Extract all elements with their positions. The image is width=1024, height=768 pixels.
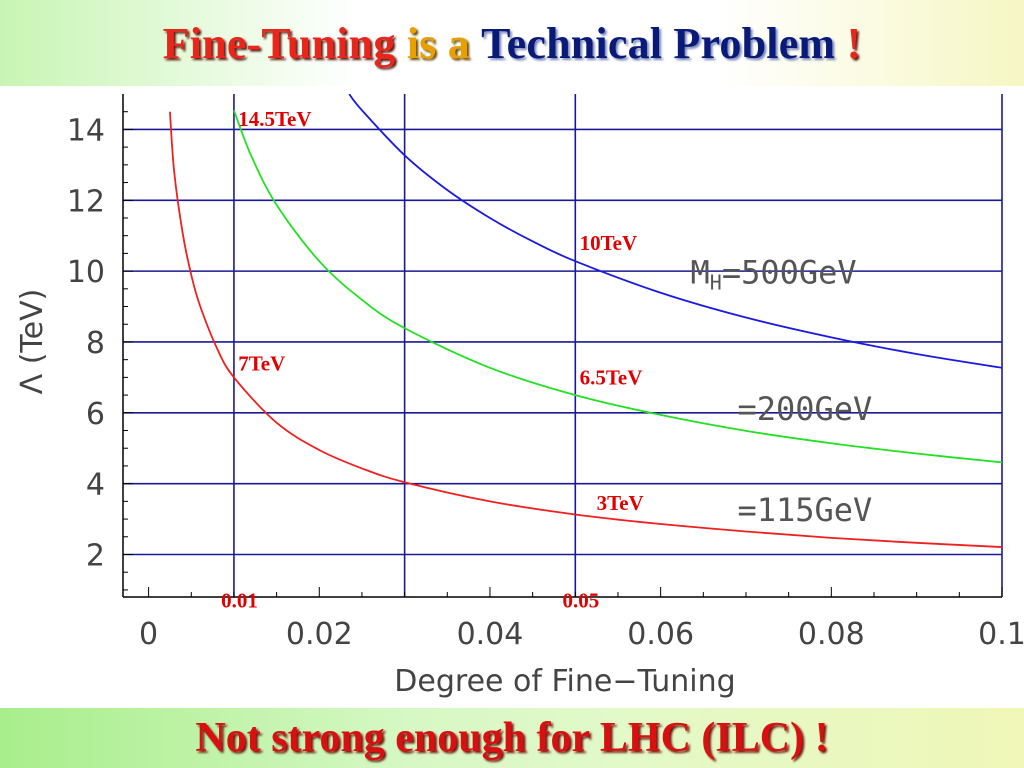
fine-tuning-chart: 2 4 6 8 10 12 14 0 0.02 0.04 0.06 0.08 0.1 Degree of …: [15, 94, 1024, 699]
chart-panel: 2 4 6 8 10 12 14 0 0.02 0.04 0.06 0.08 0.1 Degree of …: [0, 86, 1024, 708]
footer-text: Not strong enough for LHC (ILC) !: [195, 715, 829, 761]
x-tick-label: 0: [139, 617, 158, 652]
annotation-label: 0.01: [221, 589, 258, 613]
title-part-technical-problem: Technical Problem: [481, 18, 836, 68]
slide-title: Fine-Tuning is a Technical Problem !: [0, 0, 1024, 86]
series-line-2: [348, 94, 1002, 369]
y-tick-label: 12: [67, 184, 105, 219]
footer-bar: Not strong enough for LHC (ILC) !: [0, 708, 1024, 768]
annotation-label: 14.5TeV: [238, 107, 311, 131]
annotation-label: 10TeV: [580, 231, 638, 255]
x-tick-label: 0.1: [978, 617, 1024, 652]
title-part-fine-tuning: Fine-Tuning: [162, 18, 396, 68]
y-tick-label: 8: [86, 326, 105, 361]
annotation-label: 3TeV: [597, 491, 644, 515]
series-line-0: [169, 111, 1002, 548]
curve-label-mh200: =200GeV: [737, 390, 872, 428]
annotation-label: 6.5TeV: [580, 365, 643, 389]
x-tick-label: 0.06: [627, 617, 694, 652]
title-part-exclamation: !: [846, 18, 862, 68]
curve-label-mh500: MH=500GeV: [691, 254, 857, 295]
y-tick-label: 4: [86, 468, 105, 503]
y-tick-label: 2: [86, 538, 105, 573]
x-tick-label: 0.04: [457, 617, 524, 652]
x-tick-label: 0.02: [286, 617, 353, 652]
y-tick-label: 10: [67, 255, 105, 290]
curve-label-mh115: =115GeV: [737, 491, 872, 529]
y-tick-label: 6: [86, 397, 105, 432]
title-part-is-a: is a: [406, 18, 470, 68]
x-axis-title: Degree of Fine−Tuning: [394, 664, 735, 699]
annotation-label: 7TeV: [238, 351, 285, 375]
x-tick-label: 0.08: [798, 617, 865, 652]
y-tick-label: 14: [67, 113, 105, 148]
annotation-label: 0.05: [563, 589, 600, 613]
series-line-1: [233, 109, 1002, 464]
y-axis-title: Λ (TeV): [15, 289, 50, 395]
